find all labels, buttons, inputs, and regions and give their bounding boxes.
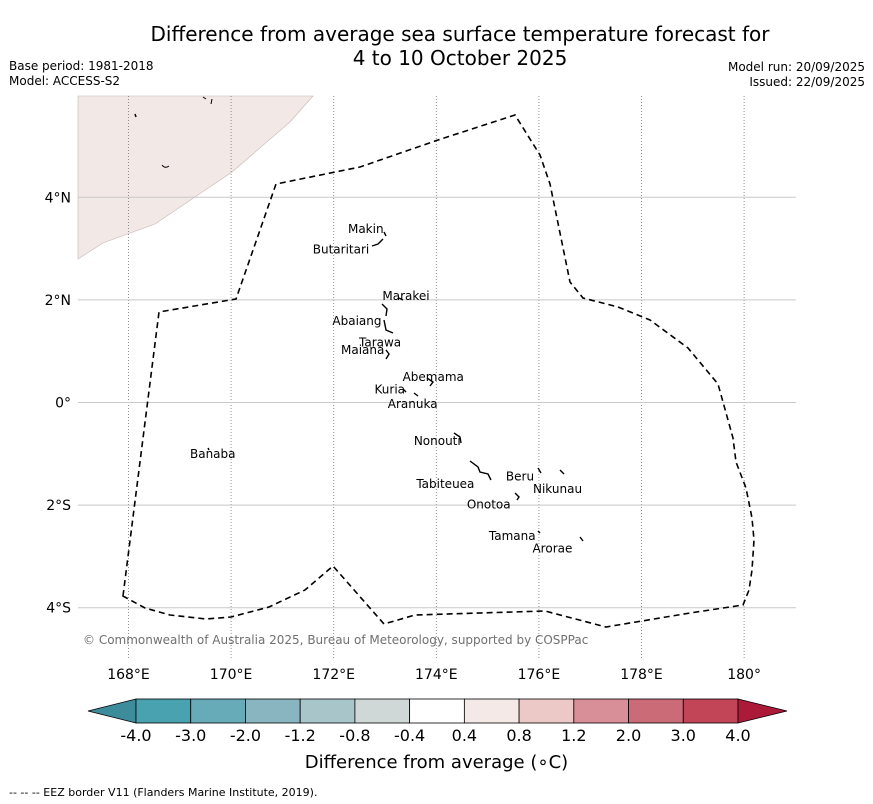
colorbar-tick-label: 3.0 [670, 726, 696, 745]
title-line-1: Difference from average sea surface temp… [150, 22, 770, 46]
colorbar-segment [354, 698, 411, 724]
island-label-makin: Makin [348, 222, 384, 236]
land-area [77, 95, 314, 260]
gridlines [78, 96, 796, 658]
islet-3 [161, 164, 170, 168]
island-shape-abaiang [381, 303, 388, 317]
lon-tick-label: 168°E [107, 667, 150, 683]
lon-tick-label: 172°E [312, 667, 355, 683]
colorbar-segment [245, 698, 301, 724]
lat-tick-label: 4°S [46, 601, 71, 617]
colorbar-segment [190, 698, 246, 724]
island-shape-nikunau [559, 469, 565, 475]
lat-tick-label: 2°S [46, 498, 71, 514]
colorbar-tick-label: -2.0 [229, 726, 262, 745]
island-label-marakei: Marakei [382, 289, 429, 303]
island-label-abemama: Abemama [403, 370, 464, 384]
colorbar-segment [518, 698, 575, 724]
lon-tick-label: 176°E [518, 667, 561, 683]
island-label-tamana: Tamana [488, 529, 536, 543]
model-name: Model: ACCESS-S2 [9, 74, 121, 88]
colorbar-tick-label: 0.8 [506, 726, 532, 745]
colorbar-segment [682, 698, 739, 724]
colorbar-tick-label: 2.0 [615, 726, 642, 745]
colorbar-segment [409, 698, 465, 724]
island-label-onotoa: Onotoa [467, 497, 511, 511]
island-label-banaba: Banaba [190, 447, 236, 461]
island-shape-tamana [537, 530, 541, 534]
island-label-beru: Beru [506, 470, 534, 484]
island-shape-makin [383, 231, 387, 237]
island-shape-butaritari [371, 238, 384, 247]
colorbar-title: Difference from average (∘C) [304, 752, 569, 773]
colorbar-segment [628, 698, 684, 724]
colorbar-tick-label: 0.4 [451, 726, 478, 745]
island-shape-maiana [385, 349, 390, 360]
colorbar-segment [299, 698, 356, 724]
lon-tick-label: 174°E [415, 667, 458, 683]
island-label-butaritari: Butaritari [313, 242, 370, 256]
colorbar-tick-label: -0.4 [394, 726, 426, 745]
island-label-nonouti: Nonouti [414, 434, 461, 448]
lat-tick-label: 0° [55, 396, 71, 412]
chart-title: Difference from average sea surface temp… [60, 22, 860, 70]
island-label-maiana: Maiana [341, 343, 384, 357]
colorbar-segment [135, 698, 192, 724]
island-label-abaiang: Abaiang [332, 314, 381, 328]
colorbar-tick-label: -0.8 [339, 726, 371, 745]
eez-border [122, 114, 755, 628]
colorbar-tick-label: 4.0 [725, 726, 751, 745]
colorbar-arrow-high [737, 698, 788, 724]
longitude-tick-labels: 168°E 170°E 172°E 174°E 176°E 178°E 180° [107, 667, 761, 683]
colorbar-tick-label: -4.0 [120, 726, 152, 745]
island-shape-kuria [402, 388, 407, 393]
island-shape-banaba [207, 447, 210, 451]
lon-tick-label: 178°E [620, 667, 663, 683]
model-run: Model run: 20/09/2025 [727, 60, 865, 74]
colorbar-tick-label: -3.0 [175, 726, 207, 745]
copyright-notice: © Commonwealth of Australia 2025, Bureau… [83, 633, 588, 647]
islet-2 [134, 113, 137, 118]
title-line-2: 4 to 10 October 2025 [352, 46, 568, 70]
colorbar-segment [463, 698, 520, 724]
island-label-tarawa: Tarawa [358, 336, 401, 350]
colorbar-segment [573, 698, 629, 724]
lon-tick-label: 180° [727, 667, 761, 683]
island-shape-aranuka [413, 392, 419, 397]
base-period: Base period: 1981-2018 [9, 59, 154, 73]
island-shape-tabiteuea [469, 460, 492, 481]
island-label-tabiteuea: Tabiteuea [415, 477, 474, 491]
island-shape-arorae [579, 536, 584, 542]
meta-left: Base period: 1981-2018 Model: ACCESS-S2 [9, 59, 154, 89]
island-label-nikunau: Nikunau [533, 482, 582, 496]
lat-tick-label: 2°N [45, 293, 71, 309]
colorbar-tick-label: 1.2 [561, 726, 587, 745]
colorbar [87, 698, 788, 724]
eez-source-note: -- -- -- EEZ border V11 (Flanders Marine… [9, 786, 318, 799]
meta-right: Model run: 20/09/2025 Issued: 22/09/2025 [728, 60, 865, 90]
island-shapes [207, 231, 584, 542]
island-shape-beru [537, 467, 542, 474]
issued-date: Issued: 22/09/2025 [749, 75, 865, 89]
island-shape-onotoa [514, 492, 520, 501]
lat-tick-label: 4°N [45, 190, 71, 206]
island-label-arorae: Arorae [532, 541, 572, 555]
colorbar-arrow-low [87, 698, 137, 724]
island-shape-tarawa [383, 319, 394, 334]
island-shape-nonouti [453, 432, 462, 444]
lon-tick-label: 170°E [210, 667, 253, 683]
island-label-kuria: Kuria [375, 383, 406, 397]
island-shape-marakei [398, 297, 404, 301]
island-label-aranuka: Aranuka [388, 397, 438, 411]
colorbar-tick-label: -1.2 [284, 726, 316, 745]
latitude-tick-labels: 4°N 2°N 0° 2°S 4°S [45, 190, 72, 616]
islet-1 [202, 96, 213, 105]
island-shape-abemama [426, 377, 435, 387]
